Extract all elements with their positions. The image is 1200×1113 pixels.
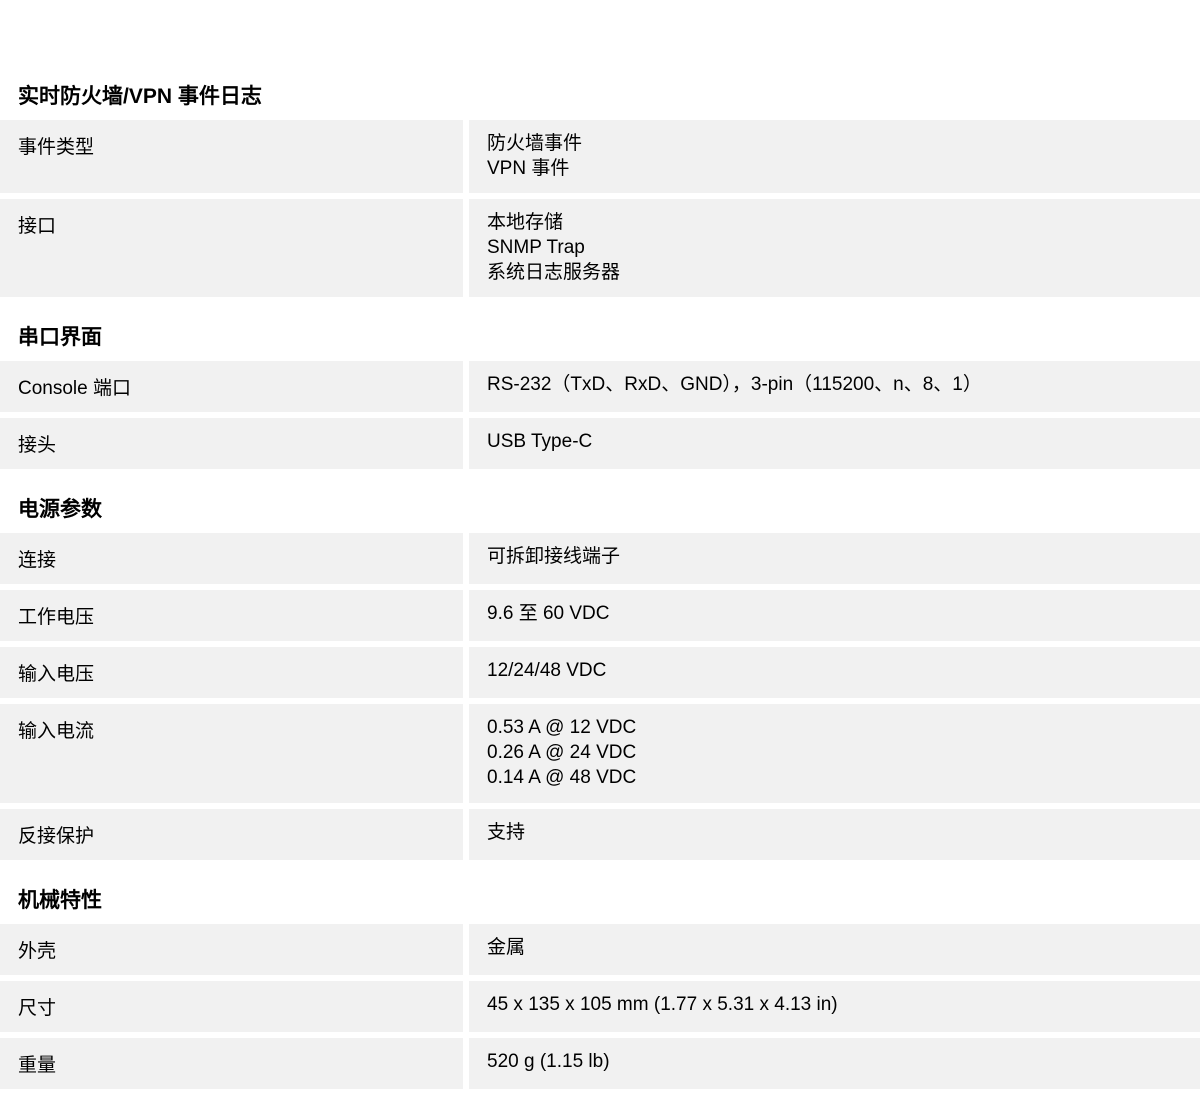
spec-label: Console 端口 [0,361,463,412]
spec-value: 45 x 135 x 105 mm (1.77 x 5.31 x 4.13 in… [469,981,1200,1032]
spec-value: 9.6 至 60 VDC [469,590,1200,641]
table-row: 重量 520 g (1.15 lb) [0,1038,1200,1089]
table-row: 事件类型 防火墙事件 VPN 事件 [0,120,1200,193]
table-row: 工作电压 9.6 至 60 VDC [0,590,1200,641]
spec-value-line: 0.26 A @ 24 VDC [487,741,1182,766]
spec-value-line: 系统日志服务器 [487,261,1182,286]
spec-table-mechanical: 外壳 金属 尺寸 45 x 135 x 105 mm (1.77 x 5.31 … [0,924,1200,1089]
spec-value-line: SNMP Trap [487,236,1182,261]
table-row: 接口 本地存储 SNMP Trap 系统日志服务器 [0,199,1200,297]
spec-value: 可拆卸接线端子 [469,533,1200,584]
spec-value-line: 12/24/48 VDC [487,659,1182,684]
spec-value-line: 支持 [487,821,1182,846]
table-row: 输入电压 12/24/48 VDC [0,647,1200,698]
spec-value-line: USB Type-C [487,430,1182,455]
table-row: 连接 可拆卸接线端子 [0,533,1200,584]
spec-label: 接头 [0,418,463,469]
spec-label: 尺寸 [0,981,463,1032]
spec-value: 支持 [469,809,1200,860]
spec-value: 12/24/48 VDC [469,647,1200,698]
table-row: 反接保护 支持 [0,809,1200,860]
section-title-power-params: 电源参数 [0,493,1200,533]
spec-value-line: 防火墙事件 [487,132,1182,157]
table-row: 输入电流 0.53 A @ 12 VDC 0.26 A @ 24 VDC 0.1… [0,704,1200,802]
spec-value: 0.53 A @ 12 VDC 0.26 A @ 24 VDC 0.14 A @… [469,704,1200,802]
spec-table-serial-interface: Console 端口 RS-232（TxD、RxD、GND），3-pin（115… [0,361,1200,469]
spec-value-line: 45 x 135 x 105 mm (1.77 x 5.31 x 4.13 in… [487,993,1182,1018]
spec-value: USB Type-C [469,418,1200,469]
spec-label: 外壳 [0,924,463,975]
spec-value-line: RS-232（TxD、RxD、GND），3-pin（115200、n、8、1） [487,373,1182,398]
spec-value: RS-232（TxD、RxD、GND），3-pin（115200、n、8、1） [469,361,1200,412]
section-title-serial-interface: 串口界面 [0,321,1200,361]
spec-value-line: 可拆卸接线端子 [487,545,1182,570]
spec-value-line: 9.6 至 60 VDC [487,602,1182,627]
spec-table-power-params: 连接 可拆卸接线端子 工作电压 9.6 至 60 VDC 输入电压 12/24/… [0,533,1200,859]
spec-value: 本地存储 SNMP Trap 系统日志服务器 [469,199,1200,297]
spec-label: 接口 [0,199,463,297]
spec-value-line: 0.14 A @ 48 VDC [487,766,1182,791]
spec-value-line: 520 g (1.15 lb) [487,1050,1182,1075]
spec-label: 工作电压 [0,590,463,641]
spec-label: 反接保护 [0,809,463,860]
section-title-mechanical: 机械特性 [0,884,1200,924]
spec-value: 520 g (1.15 lb) [469,1038,1200,1089]
table-row: 外壳 金属 [0,924,1200,975]
spec-value-line: 0.53 A @ 12 VDC [487,716,1182,741]
spec-label: 输入电压 [0,647,463,698]
spec-value-line: 金属 [487,936,1182,961]
spec-value-line: 本地存储 [487,211,1182,236]
table-row: 接头 USB Type-C [0,418,1200,469]
spec-value-line: VPN 事件 [487,157,1182,182]
table-row: Console 端口 RS-232（TxD、RxD、GND），3-pin（115… [0,361,1200,412]
table-row: 尺寸 45 x 135 x 105 mm (1.77 x 5.31 x 4.13… [0,981,1200,1032]
spec-label: 重量 [0,1038,463,1089]
spec-label: 输入电流 [0,704,463,802]
spec-table-realtime-log: 事件类型 防火墙事件 VPN 事件 接口 本地存储 SNMP Trap 系统日志… [0,120,1200,297]
section-title-realtime-log: 实时防火墙/VPN 事件日志 [0,80,1200,120]
spec-value: 防火墙事件 VPN 事件 [469,120,1200,193]
spec-label: 事件类型 [0,120,463,193]
spec-value: 金属 [469,924,1200,975]
spec-label: 连接 [0,533,463,584]
spec-document: 实时防火墙/VPN 事件日志 事件类型 防火墙事件 VPN 事件 接口 本地存储… [0,0,1200,1089]
